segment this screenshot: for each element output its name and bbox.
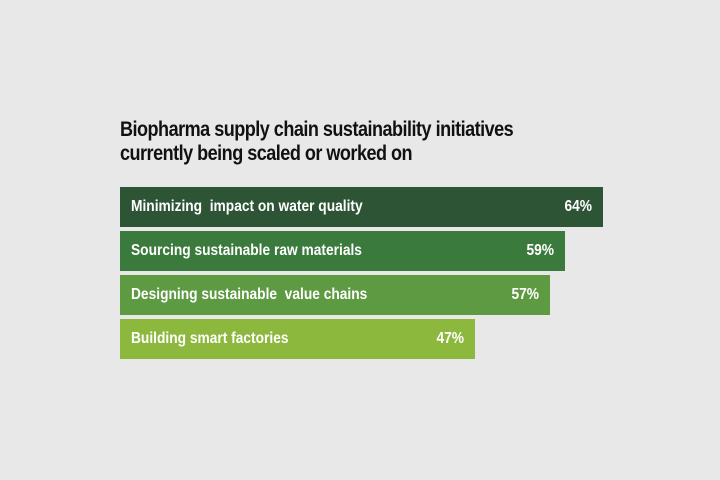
bar-label: Minimizing impact on water quality (131, 198, 363, 215)
bar-label: Building smart factories (131, 330, 289, 347)
data-label: 64% (564, 198, 592, 215)
chart-title-line-2: currently being scaled or worked on (120, 142, 413, 165)
data-label: 47% (436, 330, 464, 347)
bar-3: Designing sustainable value chains 57% (120, 275, 551, 315)
chart-title: Biopharma supply chain sustainability in… (120, 118, 514, 166)
bar-label: Designing sustainable value chains (131, 286, 368, 303)
bar-label: Sourcing sustainable raw materials (131, 242, 362, 259)
bar-2: Sourcing sustainable raw materials 59% (120, 231, 566, 271)
data-label: 59% (526, 242, 555, 259)
bar-4: Building smart factories 47% (120, 319, 475, 359)
bar-1: Minimizing impact on water quality 64% (120, 187, 603, 227)
data-label: 57% (511, 286, 540, 303)
chart-title-line-1: Biopharma supply chain sustainability in… (120, 118, 514, 141)
